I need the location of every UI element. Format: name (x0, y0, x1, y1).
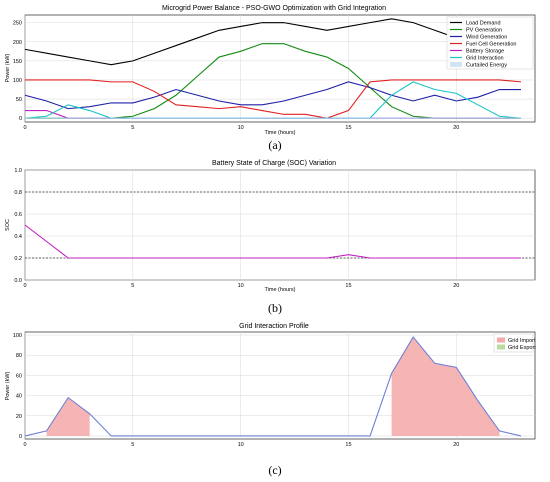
y-tick-label: 0.0 (14, 278, 22, 284)
panel-label: (a) (268, 138, 281, 152)
series-line (25, 79, 522, 119)
series-line (24, 81, 521, 110)
legend-swatch (497, 344, 505, 350)
x-tick-label: 0 (23, 125, 26, 131)
legend-entry: Grid Export (508, 345, 536, 351)
panel-label: (c) (268, 463, 281, 477)
y-tick-label: 0.2 (14, 256, 22, 262)
x-tick-label: 0 (23, 283, 26, 289)
x-tick-label: 15 (345, 283, 351, 289)
y-tick-label: 0.4 (14, 234, 22, 240)
chart-title: Microgrid Power Balance - PSO-GWO Optimi… (162, 5, 386, 12)
legend-entry: Curtailed Energy (466, 63, 507, 69)
plot-frame (24, 169, 536, 281)
x-axis-label: Time (hours) (265, 287, 296, 293)
y-tick-label: 60 (16, 373, 22, 379)
y-axis-label: SOC (5, 219, 11, 231)
y-tick-label: 0.6 (14, 212, 22, 218)
x-tick-label: 15 (345, 125, 351, 131)
legend-entry: Battery Storage (466, 49, 504, 55)
y-tick-label: 150 (13, 59, 22, 65)
x-tick-label: 5 (131, 283, 134, 289)
x-tick-label: 5 (131, 442, 134, 448)
power-balance-chart: Microgrid Power Balance - PSO-GWO Optimi… (5, 5, 536, 152)
y-tick-label: 0.8 (14, 190, 22, 196)
grid-interaction-chart: Grid Interaction Profile 0 5 10 15 20 0 20 40 60… (5, 323, 536, 477)
series-line (24, 224, 521, 259)
x-tick-label: 0 (23, 442, 26, 448)
y-tick-label: 20 (16, 414, 22, 420)
series-line (24, 336, 522, 437)
y-tick-label: 100 (13, 78, 22, 84)
legend-entry: Load Demand (466, 21, 501, 27)
y-tick-label: 250 (13, 21, 22, 27)
x-tick-label: 20 (453, 283, 459, 289)
x-tick-label: 15 (345, 442, 351, 448)
y-tick-label: 100 (13, 333, 22, 339)
y-tick-label: 200 (13, 40, 22, 46)
y-axis-label: Power (kW) (5, 371, 11, 400)
chart-title: Battery State of Charge (SOC) Variation (212, 160, 336, 167)
grid-import-area (391, 337, 500, 436)
legend-entry: Grid Interaction (466, 56, 504, 62)
x-tick-label: 5 (131, 125, 134, 131)
chart-title: Grid Interaction Profile (239, 323, 309, 330)
legend-entry: Fuel Cell Generation (466, 42, 516, 48)
soc-chart: Battery State of Charge (SOC) Variation … (5, 160, 536, 315)
x-tick-label: 20 (453, 442, 459, 448)
y-axis-label: Power (kW) (5, 53, 11, 82)
grid-import-area (46, 397, 90, 436)
y-tick-label: 50 (16, 97, 22, 103)
x-tick-label: 10 (238, 125, 244, 131)
y-tick-label: 0 (19, 434, 22, 440)
series-line (24, 18, 522, 66)
y-tick-label: 80 (16, 353, 22, 359)
legend-entry: Grid Import (508, 338, 536, 344)
x-tick-label: 10 (238, 283, 244, 289)
y-tick-label: 1.0 (14, 168, 22, 174)
y-tick-label: 40 (16, 394, 22, 400)
y-tick-label: 0 (19, 116, 22, 122)
x-tick-label: 20 (453, 125, 459, 131)
legend-entry: PV Generation (466, 28, 502, 34)
legend-swatch (497, 337, 505, 343)
legend-entry: Wind Generation (466, 35, 507, 41)
x-tick-label: 10 (238, 442, 244, 448)
panel-label: (b) (268, 301, 282, 315)
x-axis-label: Time (hours) (265, 130, 296, 136)
legend-swatch (450, 62, 462, 67)
